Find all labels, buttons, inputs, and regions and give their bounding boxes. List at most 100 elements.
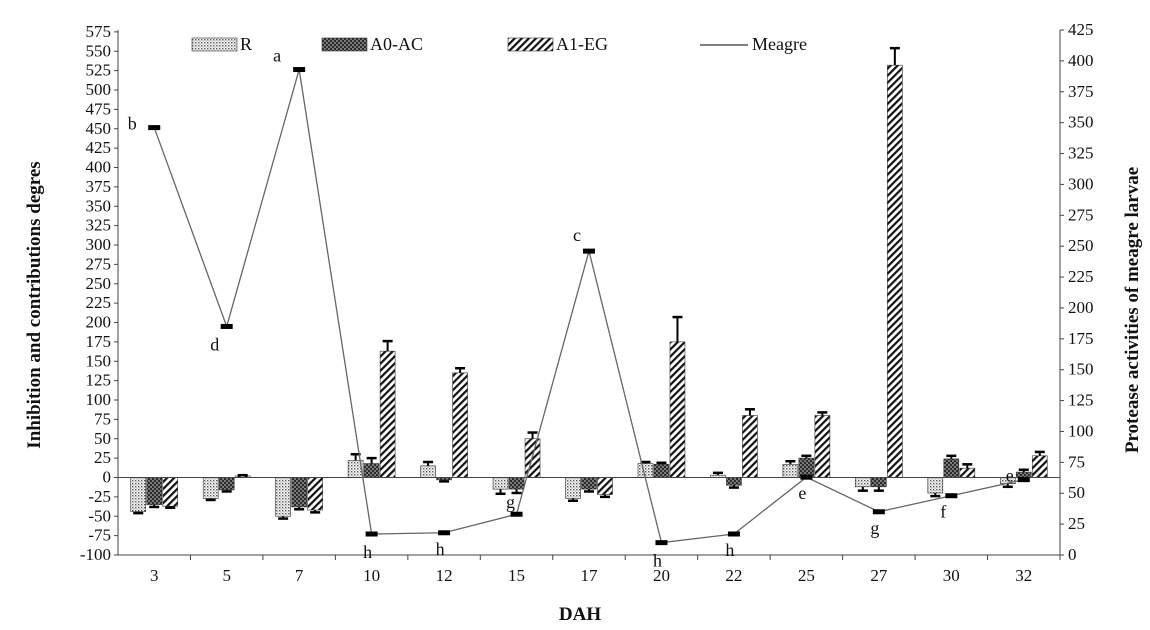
meagre-marker-10 [365,531,378,537]
bar-R-15 [492,477,509,490]
y2-tick-label: 400 [1068,51,1094,70]
bar-A0-AC-15 [508,477,525,490]
x-tick-label: 17 [581,566,599,585]
x-tick-label: 12 [436,566,453,585]
meagre-marker-20 [655,540,668,546]
x-tick-label: 30 [943,566,960,585]
y-tick-label: 150 [86,351,112,370]
y2-tick-label: 250 [1068,236,1094,255]
bar-A0-AC-32 [1015,471,1032,478]
meagre-letter-label: c [573,225,581,245]
meagre-marker-22 [727,531,740,537]
y-tick-label: -75 [88,526,111,545]
meagre-marker-25 [800,474,813,480]
y-tick-label: 225 [86,293,112,312]
y-tick-label: 0 [103,468,112,487]
y-tick-label: 450 [86,119,112,138]
y2-tick-label: 175 [1068,329,1094,348]
bar-A1-EG-3 [162,477,179,507]
meagre-marker-32 [1017,477,1030,483]
y-tick-label: -25 [88,487,111,506]
bar-A0-AC-17 [581,477,597,490]
y-tick-label: 375 [86,177,112,196]
legend-swatch-R [191,37,238,52]
y-tick-label: 200 [86,313,112,332]
meagre-letter-label: h [653,551,662,571]
bar-A0-AC-25 [798,457,815,478]
bar-A0-AC-27 [871,477,887,488]
bar-A1-EG-32 [1031,455,1048,478]
bar-R-7 [275,477,291,517]
x-axis-title: DAH [559,604,601,625]
y-tick-label: 500 [86,80,112,99]
y-tick-label: 250 [86,274,112,293]
meagre-marker-12 [438,530,451,536]
bar-A1-EG-7 [307,477,323,511]
y-tick-label: 475 [86,99,112,118]
y-tick-label: 25 [94,448,111,467]
meagre-marker-3 [148,125,161,131]
bars-layer [130,64,1048,517]
x-tick-label: 15 [508,566,525,585]
meagre-marker-27 [872,509,885,515]
x-tick-label: 7 [295,566,304,585]
bar-A1-EG-30 [959,467,976,478]
y-tick-label: 50 [94,429,111,448]
y2-tick-label: 0 [1068,545,1077,564]
meagre-marker-5 [220,323,233,329]
y-tick-label: 425 [86,138,112,157]
legend: R A0-AC A1-EG Meagre [191,34,807,54]
bar-A0-AC-22 [726,477,742,486]
bar-A1-EG-20 [669,341,686,478]
bar-R-17 [565,477,581,499]
axes-layer: 5755505255004754504254003753503253002752… [80,20,1094,585]
legend-swatch-A1-EG [507,37,554,52]
meagre-letter-label: d [210,334,219,354]
meagre-letter-label: e [1006,466,1014,486]
meagre-letter-label: h [363,542,372,562]
bar-R-30 [927,477,944,494]
meagre-letter-label: f [940,502,946,522]
legend-label-A0-AC: A0-AC [370,34,423,54]
bar-R-12 [420,465,436,478]
y-tick-label: 75 [94,409,111,428]
bar-A1-EG-10 [379,350,396,478]
y-tick-label: 125 [86,371,112,390]
meagre-marker-30 [945,493,958,499]
x-tick-label: 25 [798,566,815,585]
meagre-marker-7 [293,67,306,73]
bar-R-27 [855,477,871,488]
meagre-line-layer: b d a h h g c h h e g f e [128,46,1030,571]
y-tick-label: 525 [86,61,112,80]
meagre-letter-label: g [870,518,879,538]
meagre-letter-label: h [436,539,445,559]
legend-label-A1-EG: A1-EG [556,34,608,54]
y2-tick-label: 375 [1068,82,1094,101]
bar-A0-AC-3 [146,477,163,505]
y2-tick-label: 300 [1068,174,1094,193]
bar-A0-AC-7 [291,477,307,508]
legend-label-R: R [240,34,252,54]
meagre-letter-label: g [506,492,515,512]
legend-label-Meagre: Meagre [752,34,807,54]
meagre-marker-15 [510,511,523,517]
y2-tick-label: 25 [1068,514,1085,533]
y2-tick-label: 125 [1068,391,1094,410]
bar-A1-EG-22 [742,415,758,478]
y2-tick-label: 225 [1068,267,1094,286]
y2-tick-label: 100 [1068,421,1094,440]
bar-A0-AC-10 [363,463,380,478]
bar-R-20 [637,463,654,478]
meagre-marker-17 [583,248,595,254]
y2-tick-label: 350 [1068,113,1094,132]
x-tick-label: 27 [870,566,888,585]
y2-tick-label: 75 [1068,452,1085,471]
x-tick-label: 3 [150,566,159,585]
x-tick-label: 32 [1015,566,1032,585]
x-tick-label: 22 [725,566,742,585]
y2-axis-title: Protease activities of meagre larvae [1122,167,1143,453]
meagre-letter-label: a [273,46,281,66]
bar-R-3 [130,477,147,512]
meagre-letter-label: b [128,114,137,134]
